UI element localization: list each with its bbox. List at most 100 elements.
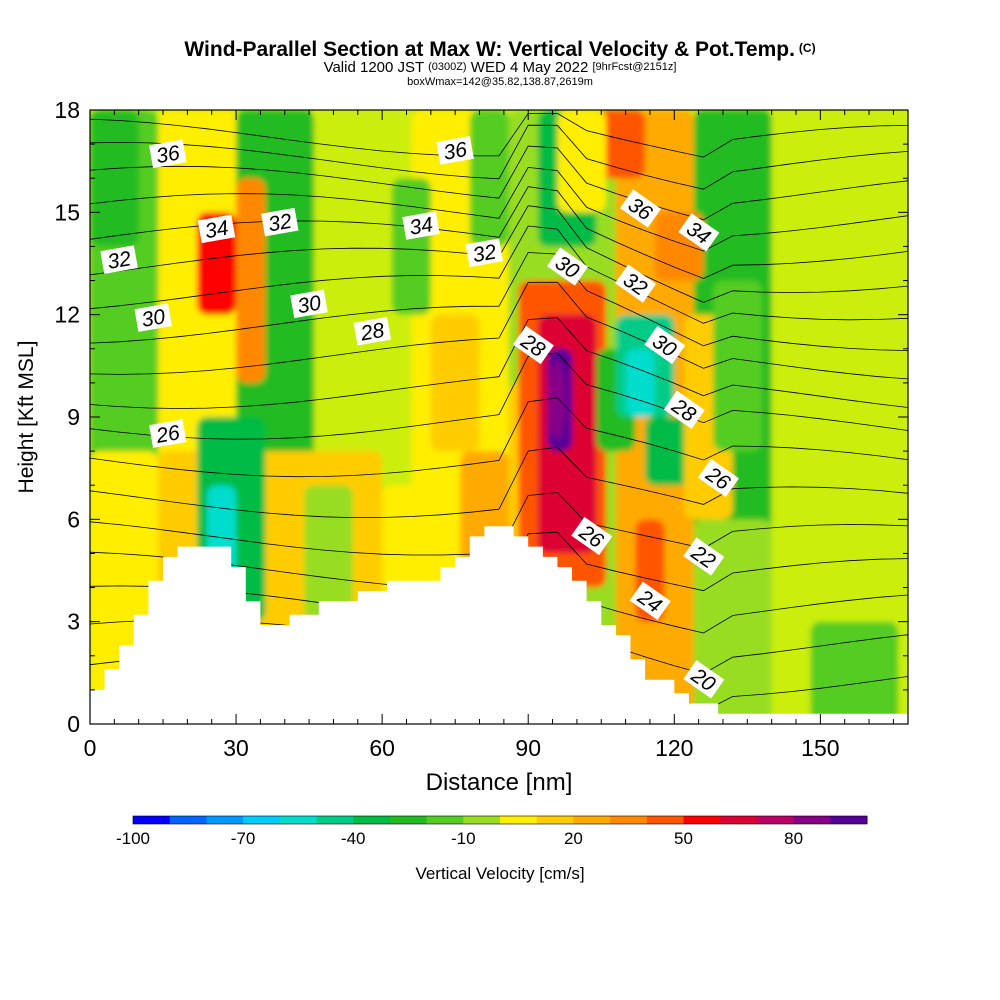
contour-label-bg	[512, 325, 554, 365]
colorbar-tick-label: -70	[231, 829, 256, 848]
contour-label-bg	[697, 458, 739, 498]
valid-date: WED 4 May 2022	[470, 59, 589, 76]
x-tick-label: 30	[223, 735, 249, 761]
colorbar-swatch	[316, 816, 354, 824]
x-axis-label: Distance [nm]	[426, 769, 573, 796]
contour-label: 32	[465, 238, 504, 268]
contour-label-bg	[663, 390, 705, 429]
colorbar-tick-label: 50	[674, 829, 693, 848]
contour-label-bg	[629, 581, 671, 620]
x-axis: 0 30 60 90 120 150	[84, 110, 894, 761]
contour-label-bg	[353, 316, 392, 346]
chart-subtitle-2: boxWmax=142@35.82,138.87,2619m	[407, 76, 593, 88]
y-tick-label: 3	[67, 609, 80, 635]
contour-label-text: 36	[442, 138, 469, 165]
contour-label: 34	[197, 214, 236, 244]
theta-contour-line	[90, 145, 908, 221]
contour-label: 26	[149, 419, 187, 448]
y-tick-label: 9	[67, 404, 80, 430]
contour-label-bg	[134, 303, 172, 332]
theta-contour-line	[90, 352, 908, 440]
x-tick-label: 0	[84, 735, 97, 761]
colorbar-swatch	[756, 816, 795, 824]
colorbar-swatch	[646, 816, 684, 824]
colorbar-swatch	[133, 816, 171, 824]
colorbar-swatch	[793, 816, 831, 824]
colorbar-swatch	[683, 816, 721, 824]
contour-label-text: 32	[106, 247, 133, 274]
colorbar-tick-label: 20	[564, 829, 583, 848]
contour-label-bg	[402, 211, 440, 240]
colorbar-frame	[132, 815, 868, 825]
colorbar-swatch	[426, 816, 464, 824]
theta-contour-line	[90, 281, 908, 380]
contour-label-bg	[615, 264, 657, 303]
theta-contour-line	[90, 252, 908, 351]
velocity-patch	[557, 110, 607, 213]
contour-label-bg	[149, 139, 187, 169]
contour-label: 34	[402, 211, 440, 240]
colorbar-swatch	[500, 816, 538, 824]
velocity-patch	[645, 417, 694, 486]
contour-label-text: 32	[266, 210, 293, 237]
forecast-info: [9hrFcst@2151z]	[592, 61, 677, 73]
valid-time: Valid 1200 JST	[323, 59, 424, 76]
velocity-patch	[236, 178, 266, 383]
contour-label-bg	[261, 207, 299, 237]
contour-label: 36	[149, 139, 187, 169]
x-tick-label: 90	[515, 735, 541, 761]
contour-label-bg	[644, 325, 686, 365]
colorbar-tick-label: -100	[116, 829, 150, 848]
chart-title-text: Wind-Parallel Section at Max W: Vertical…	[184, 38, 795, 61]
x-tick-label: 60	[369, 735, 395, 761]
terrain-mask	[90, 526, 908, 724]
contour-label-bg	[678, 213, 720, 252]
chart-subtitle: Valid 1200 JST (0300Z) WED 4 May 2022 [9…	[0, 59, 1000, 76]
y-tick-label: 15	[54, 199, 80, 225]
colorbar-label: Vertical Velocity [cm/s]	[415, 864, 585, 883]
contour-label-bg	[683, 660, 725, 699]
velocity-patch	[713, 280, 762, 452]
colorbar-swatch	[169, 816, 207, 824]
velocity-patch	[391, 178, 431, 315]
contour-label-text: 26	[154, 421, 182, 448]
y-tick-label: 12	[54, 302, 80, 328]
velocity-patch	[771, 110, 908, 724]
theta-contour-line	[90, 446, 908, 519]
contour-label-bg	[149, 419, 187, 448]
contour-label-bg	[619, 189, 662, 228]
contour-label: 32	[100, 245, 138, 274]
contour-label: 28	[353, 316, 392, 346]
contour-label: 36	[436, 136, 474, 165]
y-tick-label: 18	[54, 97, 80, 123]
colorbar-swatch	[610, 816, 648, 824]
title-block: Wind-Parallel Section at Max W: Vertical…	[0, 36, 1000, 88]
contour-label-text: 36	[154, 141, 181, 168]
contour-label-text: 34	[203, 217, 230, 244]
y-axis-label: Height [Kft MSL]	[15, 341, 38, 494]
max-updraft-core	[549, 359, 566, 440]
colorbar-swatch	[830, 816, 868, 824]
contour-label-text: 32	[471, 240, 498, 267]
colorbar-tick-label: -10	[451, 829, 476, 848]
colorbar-swatch	[206, 816, 244, 824]
contour-label-bg	[546, 247, 589, 286]
colorbar-swatch	[389, 816, 428, 824]
velocity-patch	[625, 348, 655, 417]
theta-contour-line	[90, 225, 908, 324]
colorbar-tick-label: -40	[341, 829, 366, 848]
contour-label-bg	[100, 245, 138, 274]
contour-label-bg	[465, 238, 504, 268]
velocity-patch	[90, 110, 139, 247]
theta-contour-line	[90, 124, 908, 190]
colorbar-swatch	[573, 816, 611, 824]
contour-label-text: 30	[140, 305, 167, 332]
velocity-patch	[810, 621, 899, 724]
colorbar-swatch	[536, 816, 574, 824]
contour-label-bg	[683, 537, 725, 576]
copyright-mark: (C)	[798, 41, 816, 55]
theta-contour-line	[90, 317, 908, 409]
